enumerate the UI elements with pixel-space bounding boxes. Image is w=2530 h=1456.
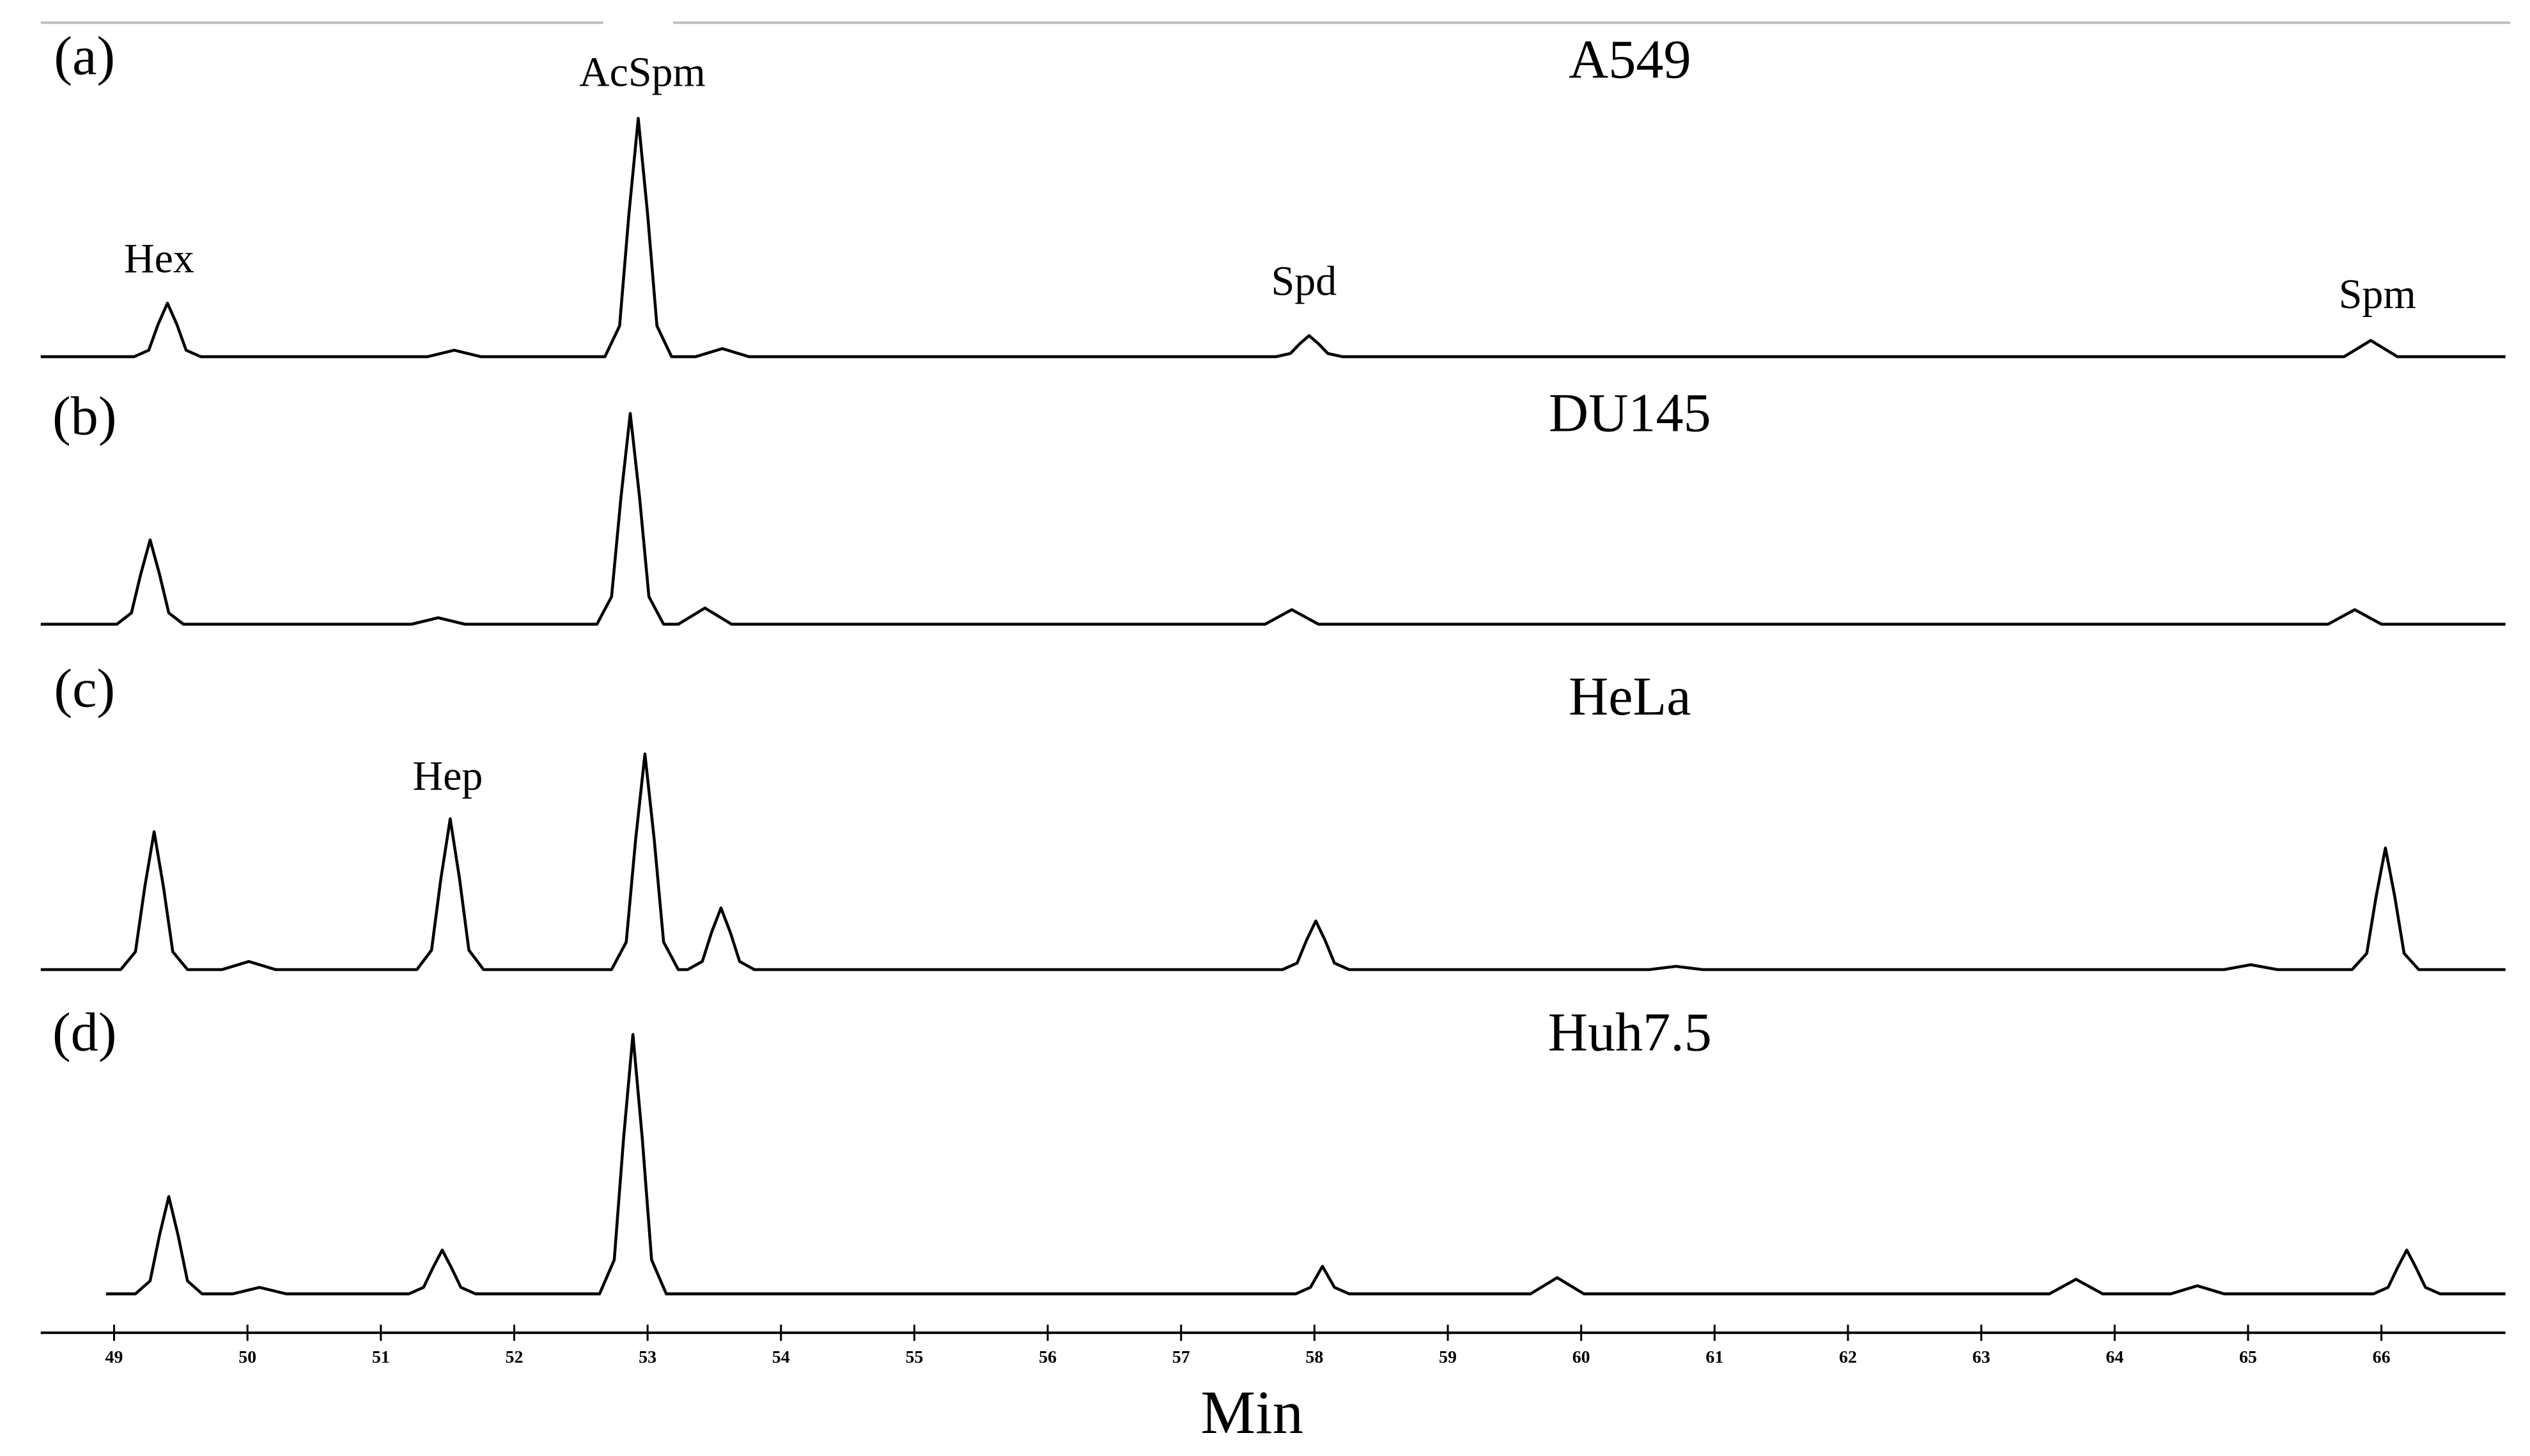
x-tick-label: 56 — [1039, 1347, 1057, 1367]
panel-label: (d) — [52, 1001, 117, 1062]
trace — [40, 752, 2506, 972]
panel-title: A549 — [1569, 28, 1691, 89]
trace — [40, 412, 2506, 626]
x-tick-label: 60 — [1572, 1347, 1590, 1367]
panel-title: Huh7.5 — [1548, 1001, 1712, 1062]
x-tick-label: 59 — [1439, 1347, 1457, 1367]
x-tick-label: 52 — [506, 1347, 524, 1367]
x-axis-label: Min — [1200, 1378, 1303, 1446]
x-tick-label: 64 — [2106, 1347, 2123, 1367]
peak-label: Spd — [1271, 258, 1337, 305]
x-tick-label: 51 — [372, 1347, 390, 1367]
x-tick-label: 54 — [772, 1347, 790, 1367]
x-tick-label: 50 — [238, 1347, 256, 1367]
x-tick-label: 55 — [905, 1347, 923, 1367]
peak-label: Hex — [124, 235, 194, 282]
panel-title: HeLa — [1569, 665, 1691, 727]
x-tick-label: 62 — [1839, 1347, 1857, 1367]
peak-label: Hep — [413, 752, 483, 799]
peak-label: AcSpm — [579, 49, 706, 95]
x-tick-label: 57 — [1172, 1347, 1190, 1367]
panel-label: (b) — [52, 385, 117, 446]
x-tick-label: 66 — [2373, 1347, 2391, 1367]
panel-label: (a) — [54, 25, 115, 86]
x-tick-label: 65 — [2239, 1347, 2257, 1367]
peak-label: Spm — [2339, 271, 2416, 318]
x-tick-label: 58 — [1305, 1347, 1323, 1367]
trace — [40, 116, 2506, 359]
x-tick-label: 53 — [639, 1347, 656, 1367]
trace — [105, 1033, 2506, 1296]
x-tick-label: 49 — [105, 1347, 123, 1367]
panel-title: DU145 — [1549, 382, 1711, 443]
panel-label: (c) — [54, 658, 115, 719]
x-tick-label: 63 — [1973, 1347, 1991, 1367]
x-tick-label: 61 — [1705, 1347, 1723, 1367]
